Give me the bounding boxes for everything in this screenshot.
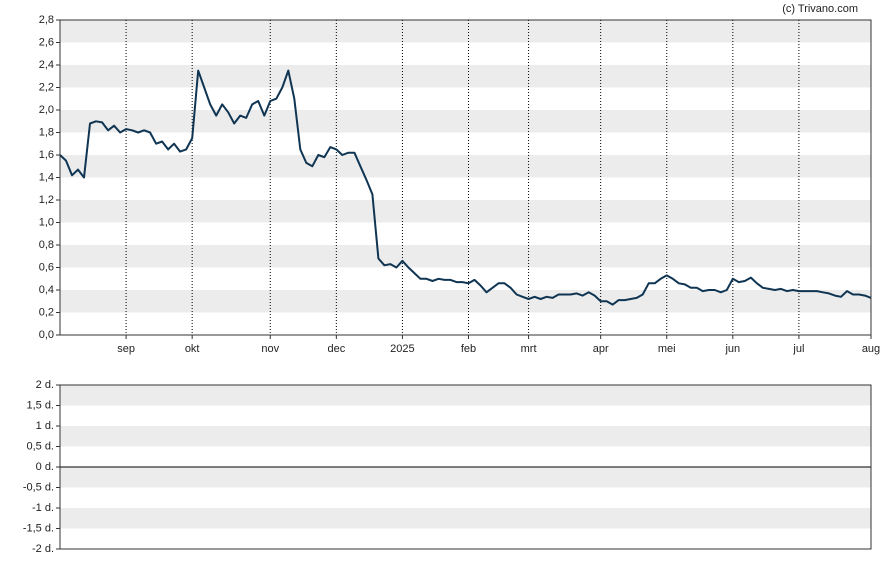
x-tick-label: nov	[261, 343, 279, 355]
y-tick-label: 0,2	[39, 306, 54, 318]
x-tick-label: feb	[461, 343, 476, 355]
y-tick-label: 2 d.	[36, 379, 54, 391]
y-tick-label: 1,0	[39, 216, 54, 228]
grid-band	[60, 200, 871, 223]
y-tick-label: 2,0	[39, 104, 54, 116]
credit: (c) Trivano.com	[782, 3, 858, 15]
y-tick-label: -1 d.	[32, 502, 54, 514]
y-tick-label: 1 d.	[36, 420, 54, 432]
price-line	[59, 69, 872, 306]
x-tick-label: mrt	[521, 343, 537, 355]
grid-band	[60, 245, 871, 268]
x-tick-label: okt	[185, 343, 200, 355]
grid-band	[60, 508, 871, 529]
grid-band	[60, 467, 871, 488]
y-tick-label: 2,6	[39, 36, 54, 48]
y-tick-label: 1,8	[39, 126, 54, 138]
y-tick-label: 0,0	[39, 329, 54, 341]
grid-band	[60, 290, 871, 313]
y-tick-label: -1,5 d.	[23, 522, 54, 534]
x-tick-label: sep	[117, 343, 135, 355]
y-tick-label: 0 d.	[36, 461, 54, 473]
y-tick-label: -2 d.	[32, 543, 54, 555]
grid-band	[60, 426, 871, 447]
y-tick-label: 1,2	[39, 194, 54, 206]
x-tick-label: dec	[327, 343, 345, 355]
grid-band	[60, 155, 871, 178]
plot-border	[59, 384, 872, 550]
x-tick-label: mei	[658, 343, 676, 355]
x-tick-label: jul	[792, 343, 804, 355]
x-tick-label: jun	[724, 343, 740, 355]
y-tick-label: 0,4	[39, 284, 54, 296]
grid-band	[60, 385, 871, 406]
x-tick-label: 2025	[390, 343, 414, 355]
y-tick-label: 1,5 d.	[26, 399, 54, 411]
y-tick-label: 0,6	[39, 261, 54, 273]
grid-band	[60, 65, 871, 88]
y-tick-label: 2,4	[39, 59, 54, 71]
grid-band	[60, 20, 871, 43]
y-tick-label: 2,8	[39, 14, 54, 26]
x-tick-label: apr	[593, 343, 609, 355]
plot-border	[59, 19, 872, 336]
y-tick-label: 2,2	[39, 81, 54, 93]
grid-band	[60, 110, 871, 133]
y-tick-label: 1,6	[39, 149, 54, 161]
y-tick-label: 0,8	[39, 239, 54, 251]
y-tick-label: -0,5 d.	[23, 481, 54, 493]
y-tick-label: 1,4	[39, 171, 54, 183]
y-tick-label: 0,5 d.	[26, 440, 54, 452]
x-tick-label: aug	[862, 343, 880, 355]
